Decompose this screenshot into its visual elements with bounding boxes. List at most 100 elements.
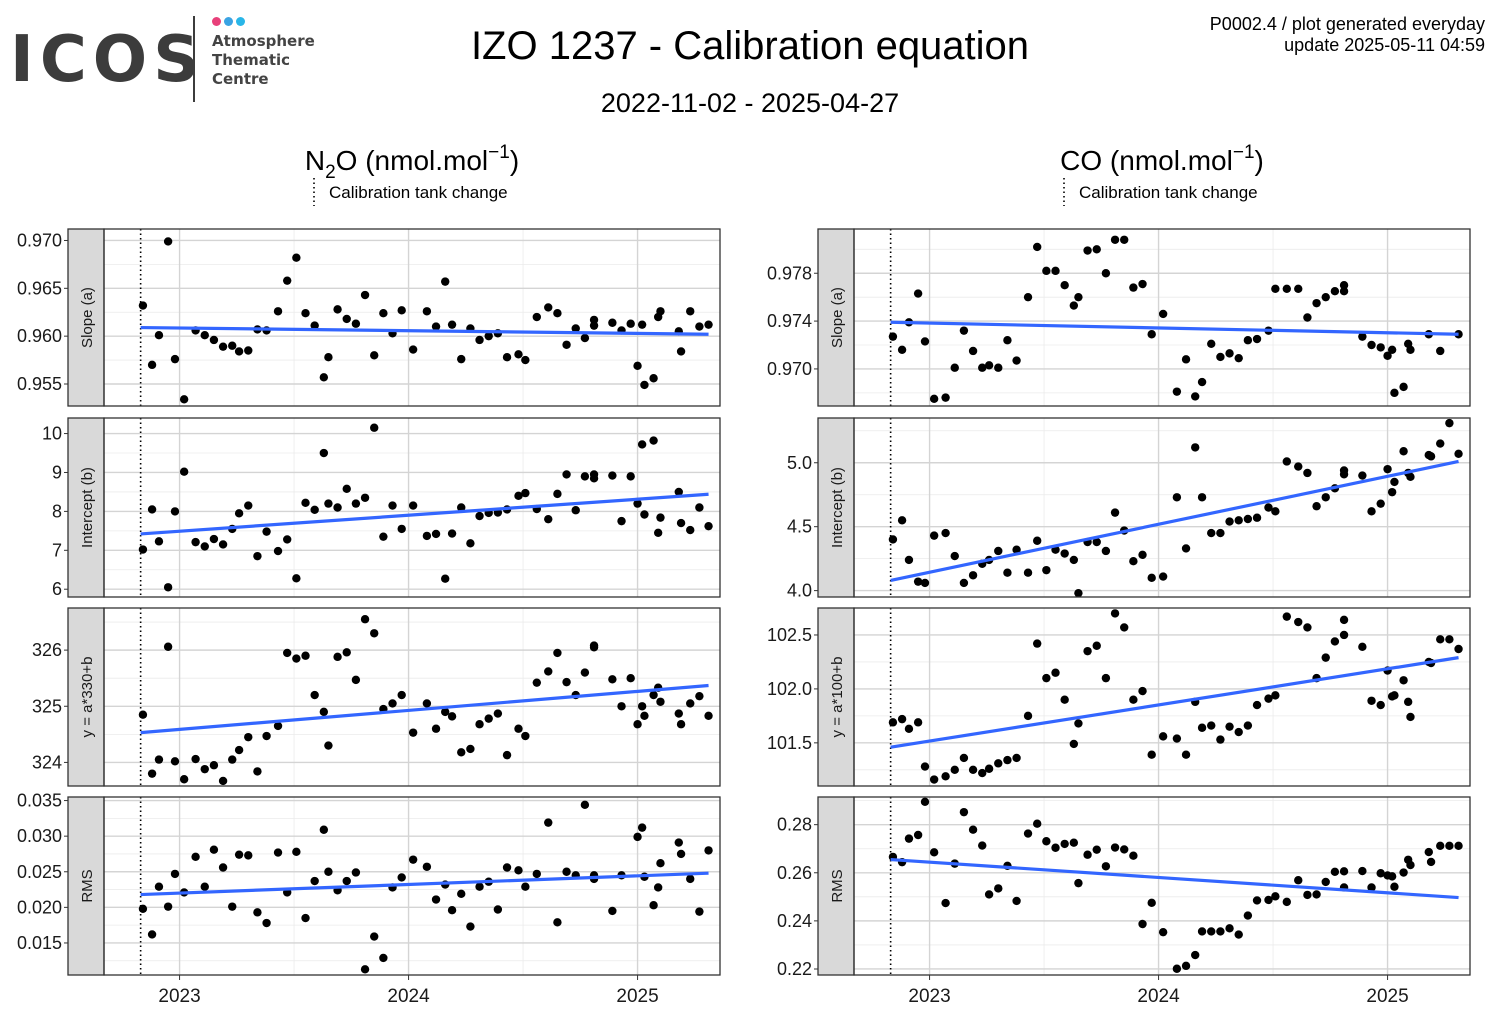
column-title-part: ) <box>1255 145 1264 176</box>
data-point <box>1181 544 1191 553</box>
data-point <box>1321 653 1330 662</box>
data-point <box>1399 382 1408 392</box>
data-point <box>147 360 157 370</box>
data-point <box>484 714 493 723</box>
data-point <box>228 341 237 350</box>
panel-background <box>854 608 1470 786</box>
data-point <box>1172 493 1182 502</box>
data-point <box>1003 568 1012 577</box>
data-point <box>1330 637 1340 646</box>
data-point <box>1225 517 1234 526</box>
y-tick-label: 0.035 <box>17 791 62 811</box>
data-point <box>1234 727 1243 737</box>
data-point <box>1032 819 1042 828</box>
data-point <box>333 652 342 662</box>
data-point <box>1225 924 1234 933</box>
data-point <box>1399 868 1408 877</box>
data-point <box>1436 439 1445 448</box>
data-point <box>502 353 512 362</box>
data-point <box>704 711 713 721</box>
data-point <box>695 907 704 916</box>
y-tick-label: 0.978 <box>767 263 812 283</box>
data-point <box>1092 245 1101 254</box>
data-point <box>422 307 432 316</box>
data-point <box>580 668 590 677</box>
data-point <box>562 867 571 876</box>
data-point <box>228 755 237 764</box>
data-point <box>1243 721 1253 730</box>
trend-line <box>890 459 1459 582</box>
data-point <box>1083 646 1092 656</box>
data-point <box>674 487 683 497</box>
data-point <box>351 499 361 508</box>
data-point <box>978 768 987 778</box>
data-point <box>1120 845 1129 854</box>
data-point <box>431 529 441 539</box>
data-point <box>1312 298 1321 308</box>
data-point <box>514 350 523 359</box>
data-point <box>244 346 253 355</box>
data-point <box>626 472 635 481</box>
data-point <box>191 852 200 862</box>
data-point <box>968 825 978 834</box>
data-point <box>656 307 665 316</box>
data-point <box>626 673 635 683</box>
data-point <box>1092 641 1101 650</box>
trend-line <box>140 325 709 336</box>
panel-border <box>853 796 1471 976</box>
data-point <box>994 759 1003 768</box>
data-point <box>1390 882 1399 891</box>
y-tick-label: 7 <box>52 540 62 560</box>
data-point <box>1032 639 1042 648</box>
data-point <box>1042 837 1051 846</box>
data-point <box>941 528 950 538</box>
data-point <box>1358 642 1367 652</box>
data-point <box>1023 711 1033 721</box>
date-range-subtitle: 2022-11-02 - 2025-04-27 <box>600 88 900 118</box>
data-point <box>1083 850 1092 859</box>
data-point <box>1330 286 1340 296</box>
data-point <box>1101 269 1111 278</box>
panel-3: RMS 0.015 0.020 0.025 0.030 0.035 2023 2024 2025 <box>17 791 721 1007</box>
data-point <box>1181 355 1191 364</box>
data-point <box>475 882 484 891</box>
data-point <box>441 574 450 583</box>
data-point <box>950 551 959 561</box>
data-point <box>379 532 388 541</box>
data-points <box>138 423 713 592</box>
chart-column-0: N2O (nmol.mol−1)Calibration tank change S… <box>17 142 721 1007</box>
data-point <box>457 503 466 512</box>
panel-background <box>104 608 720 786</box>
data-point <box>1271 691 1280 700</box>
data-point <box>1207 339 1216 349</box>
chart-column-1: CO (nmol.mol−1) Calibration tank change Sl… <box>767 142 1471 1007</box>
data-point <box>154 882 164 891</box>
logo-line-3: Centre <box>212 70 269 88</box>
data-point <box>913 830 923 840</box>
data-point <box>324 499 333 508</box>
data-point <box>310 505 319 515</box>
meta-line-2: update 2025-05-11 04:59 <box>1284 35 1485 55</box>
data-point <box>154 331 164 340</box>
meta-line-1: P0002.4 / plot generated everyday <box>1209 14 1485 34</box>
data-point <box>1181 750 1191 759</box>
plot-meta: P0002.4 / plot generated everyday update… <box>1210 14 1485 56</box>
data-point <box>1172 734 1182 743</box>
data-point <box>1339 286 1349 296</box>
data-point <box>959 326 969 335</box>
data-point <box>1110 235 1120 244</box>
y-tick-label: 0.020 <box>17 897 62 917</box>
panel-border <box>853 607 1471 787</box>
data-point <box>695 322 704 331</box>
data-point <box>484 331 493 341</box>
data-point <box>514 724 523 733</box>
data-point <box>1060 281 1069 290</box>
data-point <box>1158 927 1168 937</box>
trend-line <box>890 656 1459 749</box>
data-point <box>704 846 713 855</box>
data-point <box>1436 841 1445 851</box>
data-point <box>633 832 642 842</box>
data-point <box>301 498 310 508</box>
data-point <box>1197 493 1207 502</box>
data-point <box>1110 508 1120 517</box>
